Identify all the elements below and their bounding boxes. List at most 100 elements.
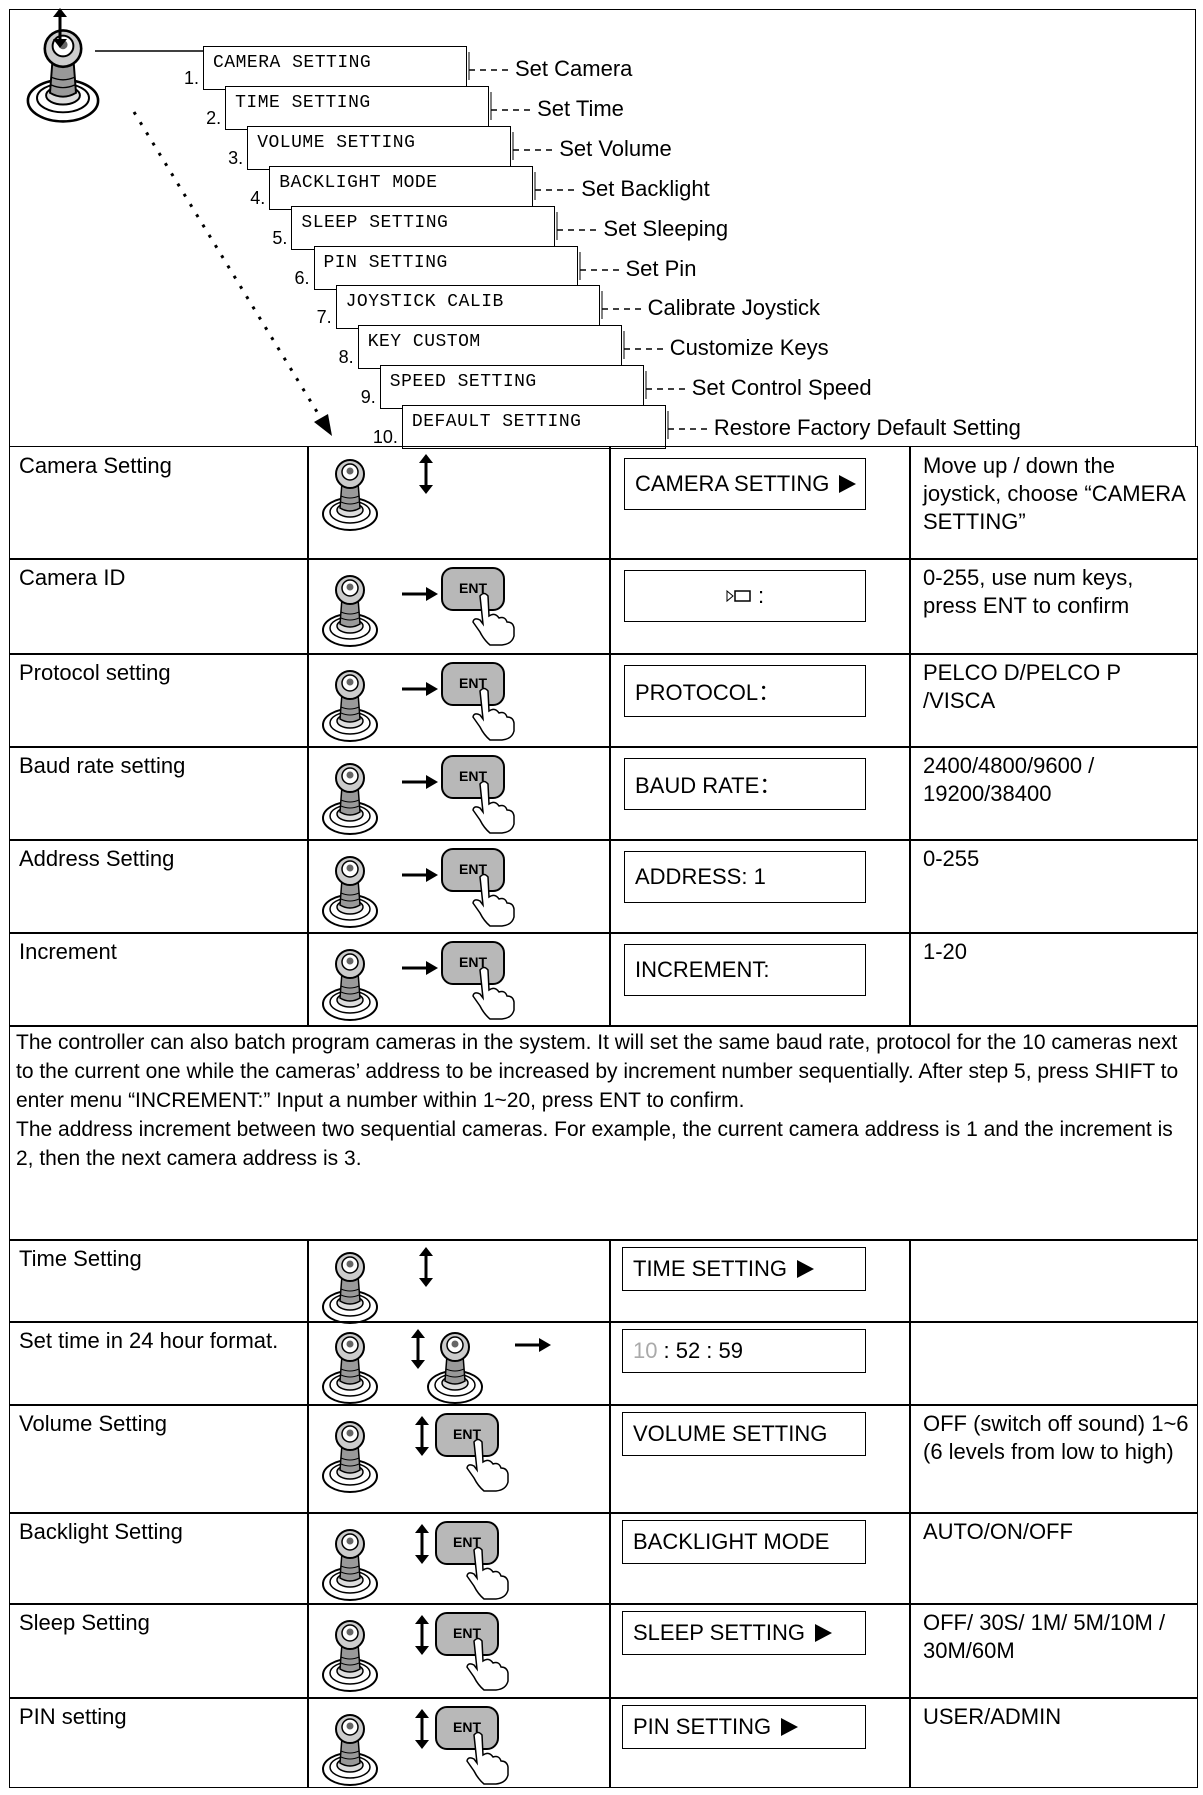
right-arrow (402, 775, 438, 789)
menu-item-box: DEFAULT SETTING (401, 405, 666, 450)
display-text: INCREMENT: (635, 957, 770, 982)
joystick-icon (322, 1714, 378, 1786)
up-down-arrow (411, 1329, 425, 1369)
table-cell (307, 932, 611, 1027)
display-text: : (757, 583, 765, 608)
right-arrow (402, 868, 438, 882)
row-description: Move up / down the joystick, choose “CAM… (923, 453, 1185, 534)
leader-line (556, 211, 598, 240)
menu-item-action: Set Sleeping (603, 215, 729, 241)
ent-label: ENT (453, 1625, 481, 1641)
table-cell (609, 1512, 911, 1605)
joystick-icon (322, 763, 378, 835)
display-part: 10 (633, 1338, 658, 1363)
table-cell (307, 1697, 611, 1788)
table-cell (9, 1697, 309, 1788)
display-box: 10: 52 : 59 (622, 1329, 866, 1373)
table-cell (609, 1404, 911, 1514)
display-text: VOLUME SETTING (633, 1421, 828, 1446)
ent-label: ENT (459, 954, 487, 970)
joystick-icon (322, 1252, 378, 1324)
leader-line (601, 291, 642, 320)
menu-item-action: Set Volume (559, 135, 672, 161)
joystick-icon (26, 29, 100, 123)
ent-button: ENT (441, 941, 515, 1020)
row-label: Volume Setting (19, 1411, 167, 1436)
joystick-icon (322, 575, 378, 647)
ent-label: ENT (459, 768, 487, 784)
row-description: AUTO/ON/OFF (923, 1519, 1073, 1544)
table-cell (909, 558, 1198, 655)
display-box: CAMERA SETTING (624, 458, 866, 510)
leader-line (623, 331, 664, 360)
row-label: Set time in 24 hour format. (19, 1328, 279, 1353)
joystick-icon (322, 1421, 378, 1493)
display-box: ADDRESS: 1 (624, 851, 866, 903)
display-box: TIME SETTING (622, 1247, 866, 1291)
menu-item-number: 1. (183, 68, 199, 88)
leader-line (667, 411, 708, 440)
display-box: PIN SETTING (622, 1705, 866, 1749)
table-cell (609, 653, 911, 748)
row-description: 0-255 (923, 846, 980, 871)
ent-label: ENT (459, 861, 487, 877)
table-cell (909, 1404, 1198, 1514)
ent-label: ENT (459, 675, 487, 691)
table-cell (9, 839, 309, 934)
display-text: PIN SETTING (633, 1714, 772, 1739)
menu-item-box: JOYSTICK CALIB (335, 285, 600, 330)
menu-item-box: SPEED SETTING (379, 365, 644, 410)
table-cell (9, 1404, 309, 1514)
table-cell (9, 1239, 309, 1323)
menu-item-action: Calibrate Joystick (647, 295, 820, 321)
table-cell (909, 653, 1198, 748)
right-arrow (402, 961, 438, 975)
ent-button: ENT (435, 1413, 509, 1492)
row-description: OFF (switch off sound) 1~6 (6 levels fro… (923, 1411, 1189, 1464)
table-cell (9, 1512, 309, 1605)
note-cell: The controller can also batch program ca… (9, 1025, 1198, 1241)
up-down-arrow (415, 1709, 429, 1749)
row-label: Camera ID (19, 565, 126, 590)
leader-line (512, 131, 554, 160)
ent-button: ENT (441, 848, 515, 927)
table-cell (609, 446, 911, 560)
leader-line (645, 371, 686, 400)
table-cell (307, 746, 611, 841)
display-text: PROTOCOL： (635, 680, 781, 705)
note-paragraph: The address increment between two sequen… (16, 1118, 1173, 1170)
connector-lines (95, 50, 332, 436)
joystick-icon (322, 1332, 378, 1404)
table-cell (909, 1321, 1198, 1406)
row-label: Increment (19, 939, 117, 964)
row-label: PIN setting (19, 1704, 127, 1729)
joystick-icon (322, 459, 378, 531)
table-cell (909, 446, 1198, 560)
menu-item-number: 7. (316, 307, 332, 328)
display-box: INCREMENT: (624, 944, 866, 996)
up-down-arrow (419, 1247, 433, 1287)
menu-item-number: 10. (372, 427, 398, 448)
table-cell (609, 839, 911, 934)
table-cell (9, 653, 309, 748)
menu-item-number: 5. (272, 227, 288, 248)
display-box: VOLUME SETTING (622, 1412, 866, 1456)
table-cell (609, 1697, 911, 1788)
menu-item-action: Restore Factory Default Setting (713, 415, 1021, 441)
menu-item-action: Customize Keys (669, 335, 829, 361)
row-description: 0-255, use num keys, press ENT to confir… (923, 565, 1134, 618)
menu-item-action: Set Pin (625, 255, 697, 281)
arrow-glyph (839, 475, 857, 493)
row-label: Protocol setting (19, 660, 171, 685)
display-box: BAUD RATE： (624, 758, 866, 810)
display-box: : (624, 570, 866, 622)
table-cell (909, 1697, 1198, 1788)
row-label: Time Setting (19, 1246, 142, 1271)
ent-label: ENT (453, 1426, 481, 1442)
joystick-icon (427, 1332, 483, 1404)
table-cell (307, 558, 611, 655)
menu-item-action: Set Time (537, 95, 624, 121)
row-description: USER/ADMIN (923, 1704, 1062, 1729)
table-cell (909, 932, 1198, 1027)
